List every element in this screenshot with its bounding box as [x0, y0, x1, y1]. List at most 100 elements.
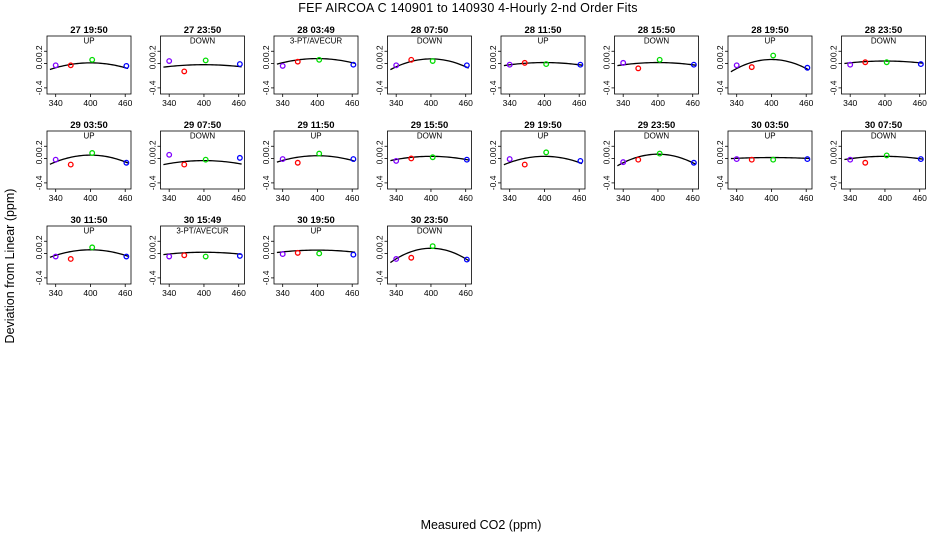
- x-tick-label: 400: [651, 193, 665, 203]
- y-tick-label: 0.0: [488, 57, 498, 69]
- panel: 28 03:493-PT/AVECUR 340 400 460 -0.4 0.00.2: [261, 25, 359, 108]
- y-tick-label: 0.2: [261, 45, 271, 57]
- panel-frame: [727, 130, 813, 190]
- main-title: FEF AIRCOA C 140901 to 140930 4-Hourly 2…: [298, 1, 638, 15]
- x-tick-label: 460: [118, 288, 132, 298]
- x-tick-label: 400: [537, 193, 551, 203]
- data-point: [123, 62, 130, 69]
- x-tick-label: 340: [730, 98, 744, 108]
- y-tick-label: -0.4: [148, 175, 158, 190]
- data-point: [770, 52, 777, 59]
- data-point: [543, 149, 550, 156]
- data-point: [862, 59, 869, 66]
- panel-label: DOWN: [871, 37, 897, 46]
- data-point: [181, 68, 188, 75]
- data-point: [408, 254, 415, 261]
- data-point: [521, 59, 528, 66]
- x-tick-label: 340: [843, 98, 857, 108]
- data-point: [350, 156, 357, 163]
- x-tick-label: 400: [424, 288, 438, 298]
- y-tick-label: 0.2: [148, 140, 158, 152]
- data-point: [917, 61, 924, 68]
- data-point: [577, 61, 584, 68]
- y-tick-label: -0.4: [375, 175, 385, 190]
- data-point: [804, 64, 811, 71]
- data-point: [847, 61, 854, 68]
- fit-curve: [390, 247, 469, 264]
- data-point: [89, 150, 96, 156]
- x-tick-label: 400: [878, 98, 892, 108]
- panel-title: 29 07:50: [184, 120, 222, 131]
- data-point: [67, 256, 74, 262]
- panel-frame: [387, 130, 472, 190]
- y-tick-label: 0.2: [261, 140, 271, 152]
- y-tick-label: -0.4: [715, 80, 725, 95]
- y-tick-label: 0.2: [148, 45, 158, 57]
- panel-frame: [273, 130, 359, 190]
- x-tick-label: 340: [616, 98, 630, 108]
- data-point: [690, 159, 697, 166]
- x-axis-label: Measured CO2 (ppm): [420, 518, 542, 532]
- x-tick-label: 400: [197, 288, 211, 298]
- x-tick-label: 340: [503, 98, 517, 108]
- x-tick-label: 340: [276, 98, 290, 108]
- panel-title: 29 11:50: [298, 120, 335, 131]
- data-point: [123, 253, 130, 260]
- data-point: [67, 62, 74, 69]
- data-point: [166, 58, 173, 64]
- y-tick-label: -0.4: [488, 175, 498, 190]
- x-tick-label: 400: [424, 98, 438, 108]
- x-tick-label: 400: [424, 193, 438, 203]
- y-tick-label: 0.0: [261, 247, 271, 259]
- panel-title: 28 23:50: [865, 25, 903, 36]
- y-tick-label: 0.0: [261, 57, 271, 69]
- y-tick-label: -0.4: [602, 80, 612, 95]
- data-point: [408, 155, 415, 162]
- x-tick-label: 400: [197, 193, 211, 203]
- x-tick-label: 340: [162, 98, 176, 108]
- x-tick-label: 400: [764, 193, 778, 203]
- y-tick-label: 0.2: [34, 235, 44, 247]
- panel: 30 15:493-PT/AVECUR 340 400 460 -0.4 0.00.2: [148, 215, 246, 298]
- y-tick-label: 0.2: [34, 45, 44, 57]
- y-tick-label: 0.2: [715, 140, 725, 152]
- data-point: [577, 157, 584, 164]
- data-point: [279, 156, 286, 163]
- fit-curve: [390, 155, 469, 162]
- data-point: [620, 159, 627, 166]
- panel-title: 27 19:50: [70, 25, 108, 36]
- data-point: [733, 156, 740, 163]
- panel-label: UP: [537, 132, 548, 141]
- x-tick-label: 400: [83, 98, 97, 108]
- y-tick-label: -0.4: [34, 80, 44, 95]
- y-axis-label: Deviation from Linear (ppm): [3, 188, 17, 344]
- fit-curve: [390, 58, 469, 71]
- fit-curve: [730, 58, 810, 73]
- x-tick-label: 400: [537, 98, 551, 108]
- fit-curve: [163, 159, 242, 166]
- fit-curve: [503, 155, 583, 166]
- data-point: [620, 59, 627, 66]
- x-tick-label: 400: [83, 193, 97, 203]
- panel-title: 30 19:50: [297, 215, 335, 226]
- data-point: [393, 157, 400, 164]
- data-point: [883, 59, 890, 66]
- panel-title: 27 23:50: [184, 25, 222, 36]
- panel-title: 28 15:50: [638, 25, 676, 36]
- panel-frame: [500, 130, 586, 190]
- y-tick-label: 0.2: [602, 140, 612, 152]
- panel-title: 30 23:50: [411, 215, 449, 226]
- y-tick-label: 0.0: [261, 152, 271, 164]
- y-tick-label: 0.0: [829, 152, 839, 164]
- data-point: [429, 58, 436, 64]
- data-point: [393, 256, 400, 262]
- data-point: [733, 62, 740, 69]
- fit-curve: [49, 249, 129, 258]
- data-point: [883, 152, 890, 159]
